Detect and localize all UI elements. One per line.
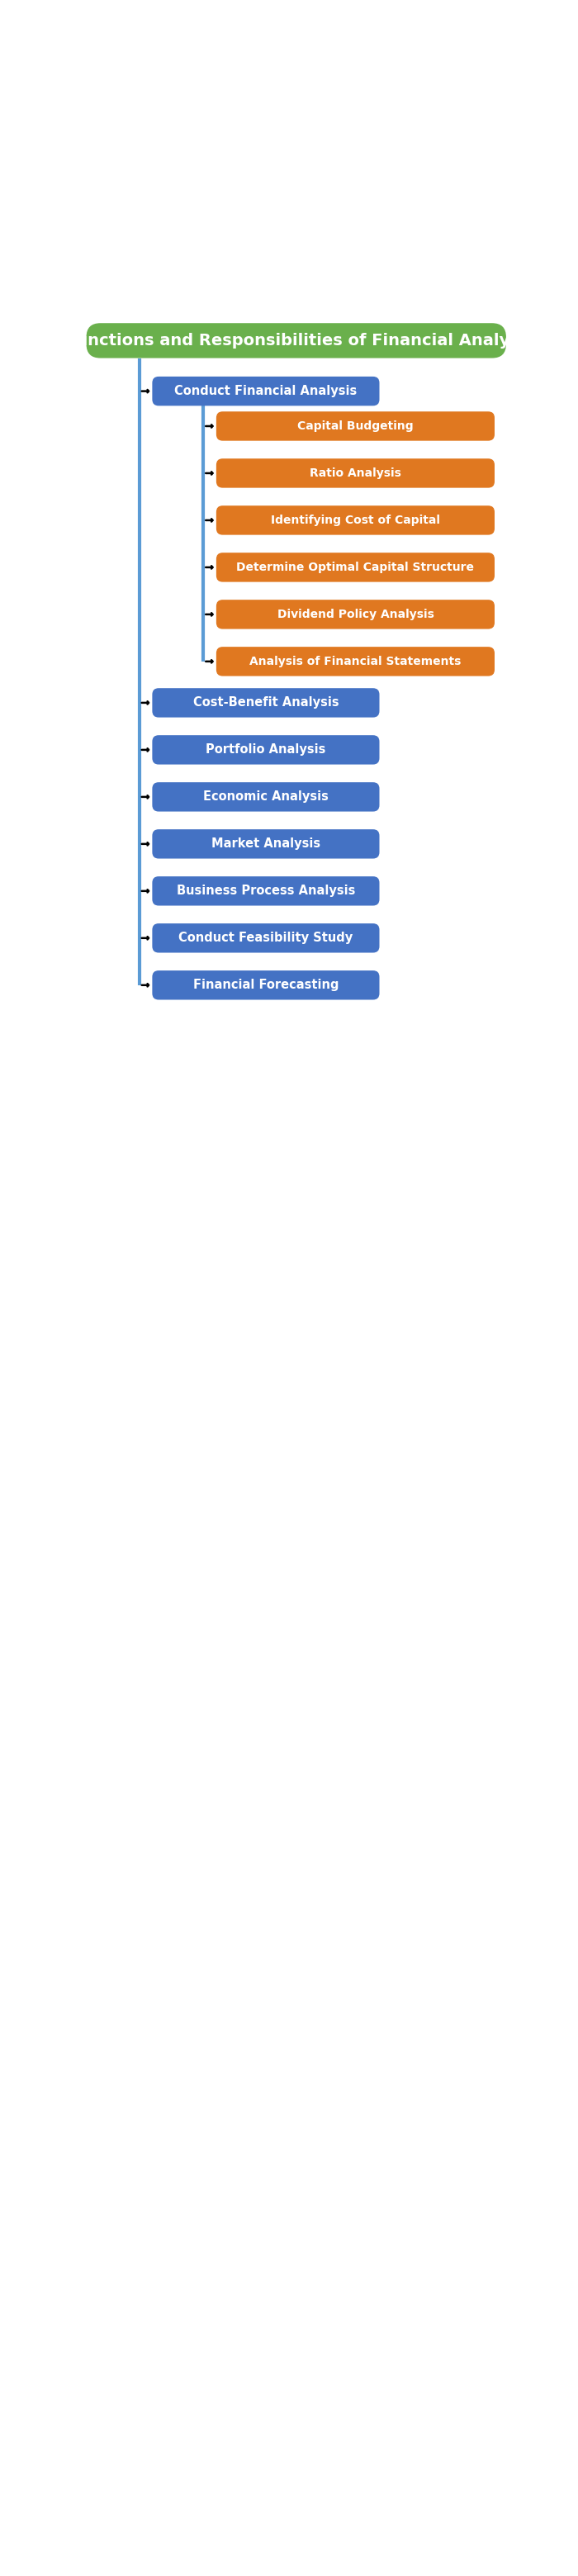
- Text: Capital Budgeting: Capital Budgeting: [297, 420, 413, 433]
- Text: Financial Forecasting: Financial Forecasting: [193, 979, 339, 992]
- FancyBboxPatch shape: [152, 376, 379, 407]
- FancyBboxPatch shape: [216, 412, 495, 440]
- Text: Determine Optimal Capital Structure: Determine Optimal Capital Structure: [236, 562, 475, 572]
- Text: Business Process Analysis: Business Process Analysis: [176, 884, 355, 896]
- FancyBboxPatch shape: [216, 554, 495, 582]
- Text: Conduct Feasibility Study: Conduct Feasibility Study: [179, 933, 353, 945]
- FancyBboxPatch shape: [86, 322, 506, 358]
- FancyBboxPatch shape: [152, 971, 379, 999]
- FancyBboxPatch shape: [152, 876, 379, 907]
- FancyBboxPatch shape: [152, 922, 379, 953]
- Text: Cost-Benefit Analysis: Cost-Benefit Analysis: [193, 696, 339, 708]
- Text: Economic Analysis: Economic Analysis: [203, 791, 328, 804]
- FancyBboxPatch shape: [216, 600, 495, 629]
- Text: Market Analysis: Market Analysis: [212, 837, 320, 850]
- Text: Conduct Financial Analysis: Conduct Financial Analysis: [175, 384, 357, 397]
- FancyBboxPatch shape: [216, 459, 495, 487]
- FancyBboxPatch shape: [152, 829, 379, 858]
- FancyBboxPatch shape: [216, 505, 495, 536]
- Text: Portfolio Analysis: Portfolio Analysis: [206, 744, 326, 755]
- Text: Functions and Responsibilities of Financial Analyst: Functions and Responsibilities of Financ…: [66, 332, 527, 348]
- Text: Analysis of Financial Statements: Analysis of Financial Statements: [250, 657, 461, 667]
- FancyBboxPatch shape: [152, 688, 379, 716]
- FancyBboxPatch shape: [152, 783, 379, 811]
- Text: Identifying Cost of Capital: Identifying Cost of Capital: [271, 515, 440, 526]
- Text: Dividend Policy Analysis: Dividend Policy Analysis: [277, 608, 434, 621]
- Text: Ratio Analysis: Ratio Analysis: [310, 466, 401, 479]
- FancyBboxPatch shape: [152, 734, 379, 765]
- FancyBboxPatch shape: [216, 647, 495, 675]
